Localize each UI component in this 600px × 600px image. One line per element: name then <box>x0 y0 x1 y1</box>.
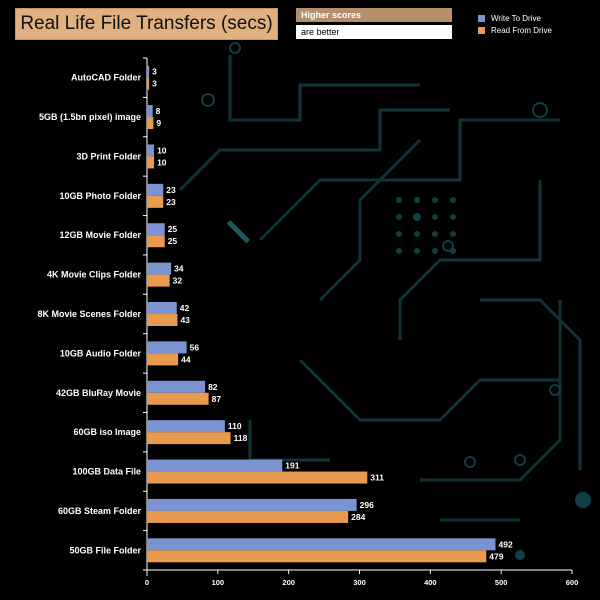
data-label-read: 311 <box>370 473 384 483</box>
category-label: AutoCAD Folder <box>71 73 141 83</box>
category-label: 4K Movie Clips Folder <box>47 270 142 280</box>
bar-write <box>147 105 153 118</box>
bar-read <box>147 432 231 445</box>
legend-item-write: Write To Drive <box>478 12 552 24</box>
bar-write <box>147 380 206 393</box>
bar-read <box>147 274 170 287</box>
bar-read <box>147 235 165 248</box>
data-label-read: 43 <box>180 315 190 325</box>
data-label-read: 9 <box>156 118 161 128</box>
bar-write <box>147 144 155 157</box>
bar-write <box>147 459 283 472</box>
bar-read <box>147 392 209 405</box>
x-tick-label: 500 <box>495 578 508 587</box>
bar-read <box>147 510 349 523</box>
bar-write <box>147 538 496 551</box>
chart-title: Real Life File Transfers (secs) <box>15 8 278 40</box>
data-label-write: 3 <box>152 67 157 77</box>
data-label-write: 10 <box>157 145 167 155</box>
data-label-write: 296 <box>360 500 374 510</box>
category-label: 5GB (1.5bn pixel) image <box>39 112 141 122</box>
legend-label-read: Read From Drive <box>491 25 552 35</box>
category-label: 8K Movie Scenes Folder <box>37 309 141 319</box>
legend-swatch-write <box>478 14 485 22</box>
data-label-write: 25 <box>168 224 178 234</box>
category-label: 10GB Audio Folder <box>60 348 142 358</box>
category-label: 60GB Steam Folder <box>58 506 142 516</box>
legend-label-write: Write To Drive <box>491 13 541 23</box>
data-label-read: 118 <box>234 433 248 443</box>
bar-write <box>147 183 164 196</box>
bar-read <box>147 550 487 563</box>
category-label: 10GB Photo Folder <box>59 191 141 201</box>
category-label: 60GB iso Image <box>73 427 141 437</box>
data-label-write: 34 <box>174 264 184 274</box>
data-label-write: 110 <box>228 421 242 431</box>
data-label-write: 56 <box>190 342 200 352</box>
legend: Write To Drive Read From Drive <box>478 12 552 36</box>
category-label: 3D Print Folder <box>76 151 141 161</box>
bar-read <box>147 77 150 90</box>
category-label: 50GB File Folder <box>69 545 141 555</box>
data-label-write: 191 <box>285 461 299 471</box>
x-tick-label: 300 <box>353 578 366 587</box>
data-label-write: 8 <box>156 106 161 116</box>
bar-write <box>147 341 187 354</box>
x-tick-label: 400 <box>424 578 437 587</box>
data-label-read: 87 <box>212 394 222 404</box>
note-are-better: are better <box>296 25 452 39</box>
bar-read <box>147 353 179 366</box>
bar-write <box>147 262 172 275</box>
data-label-write: 492 <box>499 539 513 549</box>
data-label-write: 23 <box>166 185 176 195</box>
category-label: 12GB Movie Folder <box>59 230 141 240</box>
bar-read <box>147 156 155 169</box>
x-tick-label: 600 <box>566 578 579 587</box>
data-label-read: 10 <box>157 157 167 167</box>
data-label-read: 23 <box>166 197 176 207</box>
legend-swatch-read <box>478 26 485 34</box>
x-tick-label: 0 <box>145 578 149 587</box>
bar-write <box>147 65 150 78</box>
note-higher-scores: Higher scores <box>296 8 452 22</box>
data-label-read: 44 <box>181 354 191 364</box>
legend-item-read: Read From Drive <box>478 24 552 36</box>
data-label-read: 25 <box>168 236 178 246</box>
bar-write <box>147 223 165 236</box>
bar-read <box>147 314 178 326</box>
data-label-read: 284 <box>351 512 365 522</box>
x-tick-label: 200 <box>282 578 295 587</box>
data-label-read: 3 <box>152 79 157 89</box>
data-label-read: 32 <box>173 276 183 286</box>
bar-write <box>147 302 177 314</box>
bar-read <box>147 471 368 484</box>
category-label: 42GB BluRay Movie <box>56 388 141 398</box>
bar-write <box>147 498 357 511</box>
data-label-write: 42 <box>180 303 190 313</box>
bar-write <box>147 420 225 433</box>
bar-read <box>147 117 154 130</box>
bar-read <box>147 195 164 208</box>
x-tick-label: 100 <box>212 578 225 587</box>
data-label-read: 479 <box>489 551 503 561</box>
data-label-write: 82 <box>208 382 218 392</box>
category-label: 100GB Data File <box>72 467 141 477</box>
